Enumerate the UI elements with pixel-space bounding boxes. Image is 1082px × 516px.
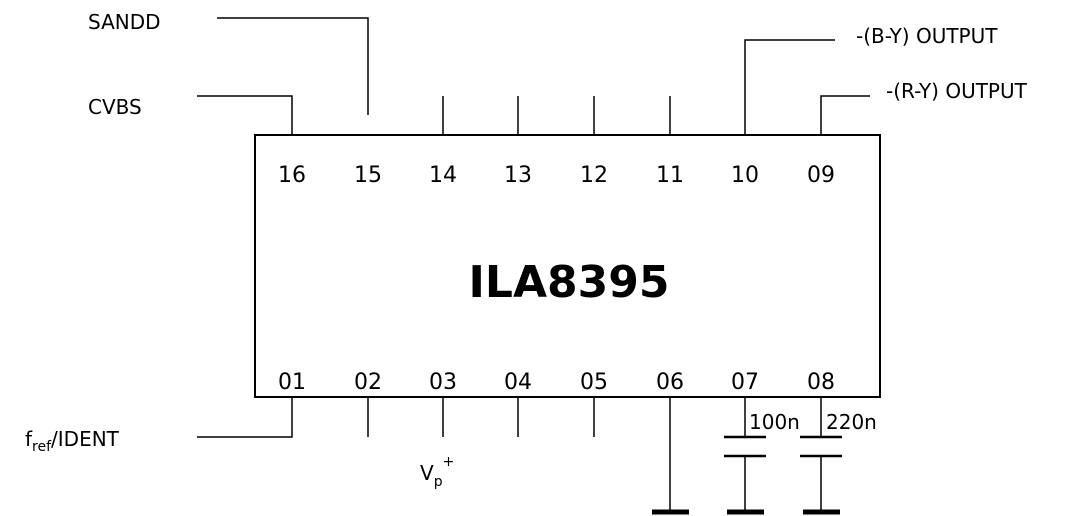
pin-02-number: 02	[354, 370, 382, 395]
pin-09-number: 09	[807, 163, 835, 188]
pin-01-number: 01	[278, 370, 306, 395]
pin-11-number: 11	[656, 163, 684, 188]
pin-08-number: 08	[807, 370, 835, 395]
capacitors	[724, 435, 842, 458]
vp-subscript: p	[434, 474, 443, 490]
b-y-output-label: -(B-Y) OUTPUT	[856, 24, 998, 48]
pin-09-lead	[820, 95, 870, 135]
pin-06-number: 06	[656, 370, 684, 395]
cvbs-label: CVBS	[88, 95, 142, 119]
pin-10-number: 10	[731, 163, 759, 188]
pin-16-lead	[197, 95, 293, 135]
top-pin-leads	[197, 17, 870, 135]
pin-16-number: 16	[278, 163, 306, 188]
pin-03-number: 03	[429, 370, 457, 395]
pin-05-number: 05	[580, 370, 608, 395]
sandd-label: SANDD	[88, 10, 161, 34]
bottom-pin-numbers: 01 02 03 04 05 06 07 08	[278, 370, 835, 395]
pin-12-number: 12	[580, 163, 608, 188]
fref-main: f	[25, 427, 33, 451]
vp-plus-label: Vp+	[420, 454, 454, 490]
pin-01-lead	[197, 397, 293, 438]
capacitor-100n-label: 100n	[749, 410, 800, 434]
capacitor-220n-label: 220n	[826, 410, 877, 434]
pin-14-number: 14	[429, 163, 457, 188]
fref-subscript: ref	[32, 439, 52, 455]
pin-07-number: 07	[731, 370, 759, 395]
fref-ident-label: fref/IDENT	[25, 427, 120, 455]
vp-superscript: +	[443, 454, 455, 470]
pin-04-number: 04	[504, 370, 532, 395]
pin-15-number: 15	[354, 163, 382, 188]
pin-15-lead	[217, 17, 369, 115]
chip-name: ILA8395	[469, 257, 670, 308]
pin-13-number: 13	[504, 163, 532, 188]
ic-body	[254, 134, 881, 398]
r-y-output-label: -(R-Y) OUTPUT	[886, 79, 1028, 103]
top-pin-numbers: 16 15 14 13 12 11 10 09	[278, 163, 835, 188]
fref-rest: /IDENT	[51, 427, 120, 451]
bottom-pin-leads	[197, 397, 822, 512]
vp-main: V	[420, 461, 434, 485]
pin-10-lead	[744, 39, 835, 135]
